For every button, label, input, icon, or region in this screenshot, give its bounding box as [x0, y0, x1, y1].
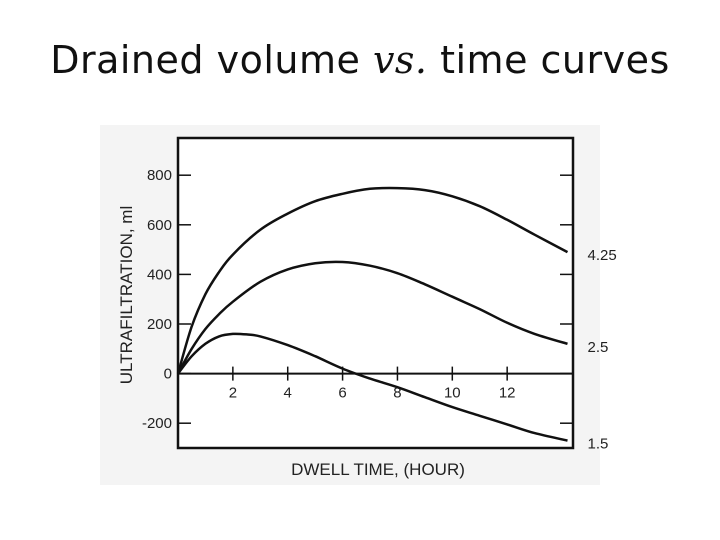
series-line-2-5	[176, 260, 568, 375]
title-text-italic: vs.	[372, 38, 428, 82]
series-label: 4.25	[588, 247, 617, 264]
y-tick-label: 400	[147, 266, 172, 283]
x-axis-label: DWELL TIME, (HOUR)	[291, 460, 465, 479]
y-tick-label: 200	[147, 316, 172, 333]
x-tick-label: 8	[393, 385, 401, 402]
y-axis-label: ULTRAFILTRATION, ml	[117, 206, 136, 385]
series-label: 1.5	[588, 436, 609, 453]
x-tick-label: 4	[284, 385, 292, 402]
y-tick-label: -200	[142, 415, 172, 432]
slide-title: Drained volume vs. time curves	[0, 38, 720, 82]
series-label: 2.5	[588, 339, 609, 356]
y-tick-label: 600	[147, 217, 172, 234]
x-tick-label: 2	[229, 385, 237, 402]
y-tick-label: 800	[147, 167, 172, 184]
x-tick-label: 10	[444, 385, 461, 402]
x-tick-label: 6	[338, 385, 346, 402]
series-line-1-5	[177, 332, 568, 442]
x-tick-label: 12	[499, 385, 516, 402]
series-line-4-25	[176, 186, 569, 374]
title-text-part-1: Drained volume	[50, 38, 373, 82]
title-text-part-2: time curves	[427, 38, 670, 82]
y-tick-label: 0	[164, 366, 172, 383]
